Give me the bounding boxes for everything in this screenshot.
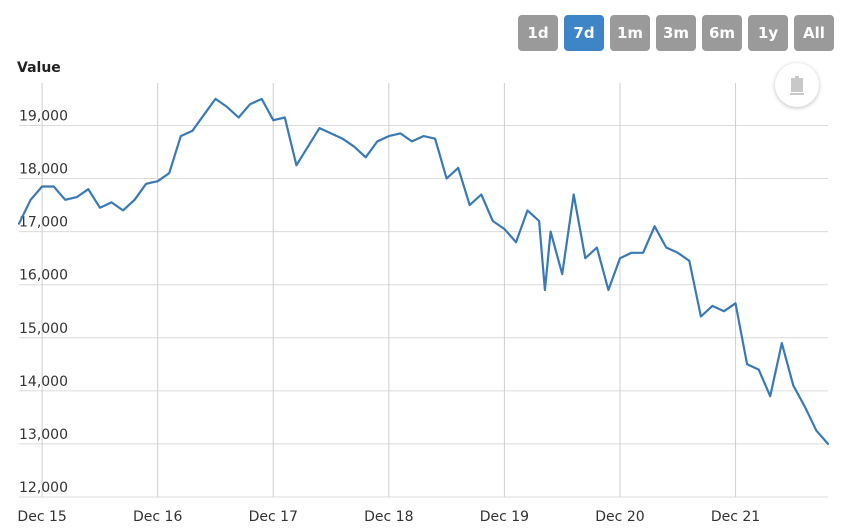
series-line <box>17 97 830 445</box>
y-tick-label: 19,000 <box>19 108 68 124</box>
y-tick-label: 13,000 <box>19 427 68 443</box>
range-button-3m[interactable]: 3m <box>656 15 696 51</box>
x-tick-label: Dec 16 <box>133 509 182 525</box>
x-tick-label: Dec 20 <box>595 509 644 525</box>
range-selector: 1d 7d 1m 3m 6m 1y All <box>518 15 834 51</box>
y-tick-label: 18,000 <box>19 162 68 178</box>
y-tick-label: 12,000 <box>19 480 68 496</box>
x-axis-labels: Dec 15 Dec 16 Dec 17 Dec 18 Dec 19 Dec 20 Dec … <box>17 509 760 525</box>
y-tick-label: 16,000 <box>19 268 68 284</box>
x-tick-label: Dec 17 <box>249 509 298 525</box>
gridlines <box>19 83 828 498</box>
range-button-all[interactable]: All <box>794 15 834 51</box>
y-axis-labels: 12,000 13,000 14,000 15,000 16,000 17,000 18,0… <box>19 108 68 496</box>
x-tick-label: Dec 15 <box>17 509 66 525</box>
x-tick-label: Dec 18 <box>364 509 413 525</box>
y-tick-label: 17,000 <box>19 215 68 231</box>
download-icon <box>790 76 804 95</box>
y-tick-label: 15,000 <box>19 321 68 337</box>
x-tick-label: Dec 19 <box>480 509 529 525</box>
y-axis-title: Value <box>17 60 61 76</box>
range-button-7d[interactable]: 7d <box>564 15 604 51</box>
download-button[interactable] <box>775 63 819 107</box>
range-button-1m[interactable]: 1m <box>610 15 650 51</box>
range-button-1y[interactable]: 1y <box>748 15 788 51</box>
range-button-1d[interactable]: 1d <box>518 15 558 51</box>
y-tick-label: 14,000 <box>19 374 68 390</box>
range-button-6m[interactable]: 6m <box>702 15 742 51</box>
x-tick-label: Dec 21 <box>711 509 760 525</box>
